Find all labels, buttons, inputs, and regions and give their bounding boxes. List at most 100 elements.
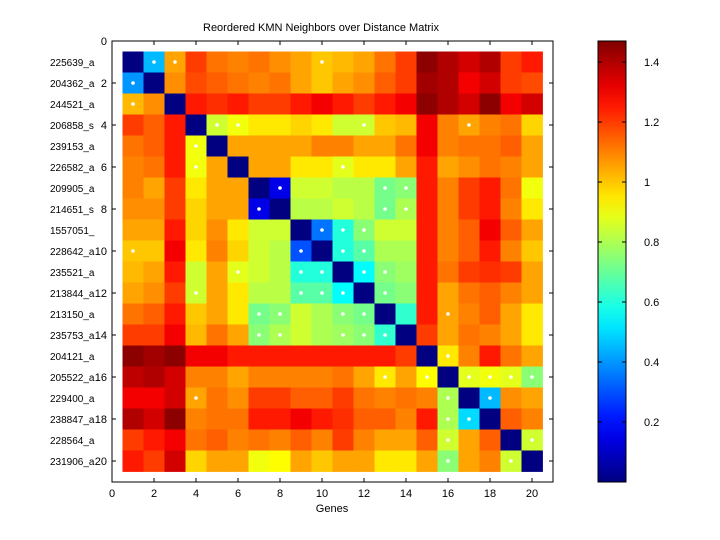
heatmap-cell: [269, 408, 291, 430]
heatmap-cell: [269, 240, 291, 262]
neighbor-marker: [362, 249, 366, 253]
heatmap-cell: [143, 345, 165, 367]
heatmap-cell: [521, 72, 543, 94]
heatmap-cell: [437, 219, 459, 241]
row-label: 235521_a: [50, 268, 95, 279]
neighbor-marker: [131, 81, 135, 85]
heatmap-cell: [521, 156, 543, 178]
heatmap-cell: [206, 324, 228, 346]
heatmap-cell: [458, 303, 480, 325]
neighbor-marker: [404, 186, 408, 190]
heatmap-cell: [395, 72, 417, 94]
heatmap-cell: [164, 450, 186, 472]
heatmap-cell: [332, 366, 354, 388]
heatmap-cell: [206, 345, 228, 367]
neighbor-marker: [173, 60, 177, 64]
heatmap-cell: [395, 450, 417, 472]
heatmap-cell: [269, 450, 291, 472]
heatmap-cell: [353, 282, 375, 304]
heatmap-cell: [206, 387, 228, 409]
heatmap-cell: [122, 282, 144, 304]
neighbor-marker: [194, 396, 198, 400]
heatmap-cell: [311, 198, 333, 220]
heatmap-cell: [143, 114, 165, 136]
row-label: 244521_a: [50, 100, 95, 111]
heatmap-cell: [206, 366, 228, 388]
neighbor-marker: [446, 417, 450, 421]
heatmap-cell: [227, 303, 249, 325]
row-label: 225639_a: [50, 58, 95, 69]
heatmap-cell: [353, 177, 375, 199]
row-label: 204121_a: [50, 352, 95, 363]
heatmap-cell: [290, 177, 312, 199]
neighbor-marker: [446, 396, 450, 400]
heatmap-cell: [437, 156, 459, 178]
heatmap-cell: [416, 324, 438, 346]
heatmap-cell: [311, 366, 333, 388]
heatmap-cell: [122, 177, 144, 199]
heatmap-cell: [395, 135, 417, 157]
heatmap-cell: [122, 345, 144, 367]
heatmap-cell: [227, 93, 249, 115]
heatmap-cell: [521, 408, 543, 430]
heatmap-cell: [311, 135, 333, 157]
neighbor-marker: [383, 333, 387, 337]
heatmap-cell: [395, 408, 417, 430]
heatmap-cell: [521, 135, 543, 157]
heatmap-cell: [416, 72, 438, 94]
heatmap-cell: [185, 72, 207, 94]
heatmap-cell: [143, 219, 165, 241]
heatmap-cell: [311, 156, 333, 178]
colorbar-tick-label: 0.6: [644, 297, 659, 309]
heatmap-cell: [290, 429, 312, 451]
heatmap-cell: [206, 51, 228, 73]
heatmap-cell: [290, 156, 312, 178]
heatmap-cell: [479, 429, 501, 451]
row-label: 204362_a: [50, 79, 95, 90]
heatmap-cell: [311, 408, 333, 430]
heatmap-cell: [311, 450, 333, 472]
heatmap-cell: [269, 114, 291, 136]
neighbor-marker: [194, 291, 198, 295]
heatmap-cell: [416, 240, 438, 262]
neighbor-marker: [362, 312, 366, 316]
heatmap-cell: [500, 324, 522, 346]
heatmap-cell: [248, 282, 270, 304]
colorbar-tick-label: 0.2: [644, 417, 659, 429]
neighbor-marker: [299, 270, 303, 274]
neighbor-marker: [467, 123, 471, 127]
heatmap-cell: [206, 135, 228, 157]
x-tick-label: 8: [277, 488, 283, 500]
heatmap-cell: [206, 93, 228, 115]
heatmap-cell: [374, 135, 396, 157]
heatmap-cell: [269, 72, 291, 94]
heatmap-cell: [479, 198, 501, 220]
heatmap-cell: [395, 114, 417, 136]
heatmap-cell: [164, 429, 186, 451]
heatmap-cell: [227, 282, 249, 304]
heatmap-cell: [416, 282, 438, 304]
heatmap-cell: [164, 240, 186, 262]
heatmap-cell: [143, 366, 165, 388]
heatmap-cell: [479, 345, 501, 367]
heatmap-cell: [458, 135, 480, 157]
x-tick-label: 6: [235, 488, 241, 500]
heatmap-cell: [311, 303, 333, 325]
heatmap-cell: [479, 156, 501, 178]
row-label: 231906_a: [50, 457, 95, 468]
heatmap-cell: [521, 240, 543, 262]
heatmap-cell: [227, 324, 249, 346]
heatmap-cell: [521, 177, 543, 199]
colorbar-tick-label: 1.4: [644, 57, 659, 69]
heatmap-cell: [479, 324, 501, 346]
heatmap-cell: [311, 114, 333, 136]
neighbor-marker: [278, 333, 282, 337]
heatmap-cell: [143, 450, 165, 472]
heatmap-cell: [206, 408, 228, 430]
heatmap-cell: [311, 177, 333, 199]
heatmap-cell: [185, 345, 207, 367]
heatmap-cell: [311, 240, 333, 262]
row-label: 228564_a: [50, 436, 95, 447]
neighbor-marker: [341, 291, 345, 295]
neighbor-markers: [131, 60, 534, 463]
